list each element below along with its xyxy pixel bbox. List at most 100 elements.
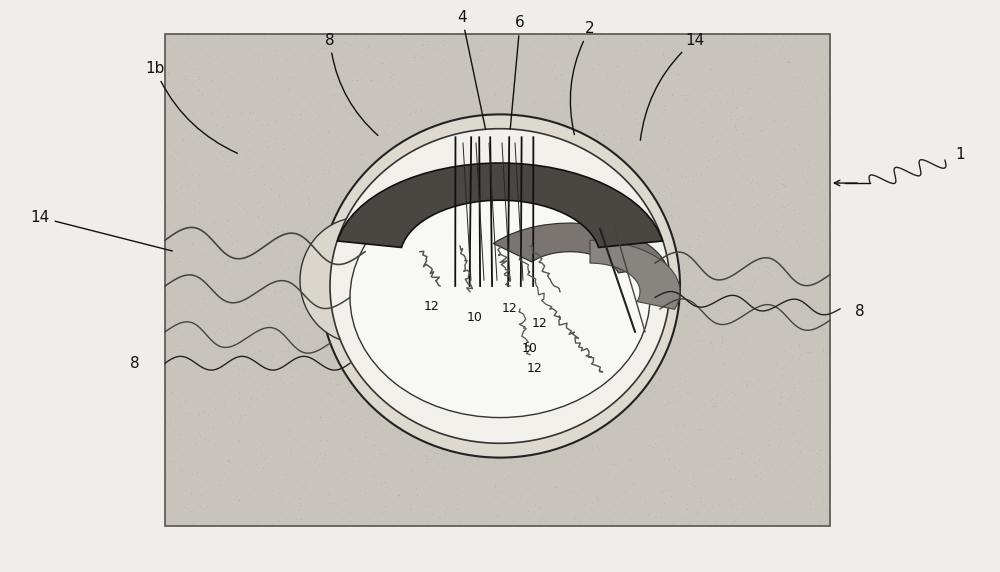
Point [457, 371, 473, 380]
Point [784, 429, 800, 438]
Point [583, 388, 599, 398]
Point [510, 271, 526, 280]
Point [242, 334, 258, 343]
Point [510, 67, 526, 77]
Point [345, 176, 361, 185]
Point [342, 157, 358, 166]
Point [196, 284, 212, 293]
Point [420, 454, 436, 463]
Point [166, 319, 182, 328]
Point [353, 194, 369, 204]
Point [744, 491, 760, 500]
Point [625, 173, 641, 182]
Point [422, 39, 438, 48]
Point [497, 37, 513, 46]
Point [161, 503, 177, 512]
Point [340, 444, 356, 453]
Point [241, 164, 257, 173]
Point [635, 327, 651, 336]
Point [668, 203, 684, 212]
Point [419, 152, 435, 161]
Point [704, 301, 720, 311]
Point [221, 330, 237, 339]
Point [217, 63, 233, 73]
Point [714, 337, 730, 346]
Point [584, 390, 600, 399]
Point [592, 372, 608, 382]
Point [459, 305, 475, 315]
Point [476, 260, 492, 269]
Point [463, 41, 479, 50]
Point [265, 227, 281, 236]
Point [351, 368, 367, 378]
Point [711, 151, 727, 160]
Point [531, 379, 547, 388]
Point [499, 82, 515, 92]
Point [618, 336, 634, 345]
Point [170, 306, 186, 315]
Point [300, 249, 316, 259]
Point [273, 72, 289, 81]
Point [657, 100, 673, 109]
Point [636, 201, 652, 210]
Point [688, 404, 704, 414]
Point [560, 31, 576, 41]
Point [408, 50, 424, 59]
Point [317, 251, 333, 260]
Point [634, 372, 650, 382]
Point [531, 239, 547, 248]
Point [253, 162, 269, 172]
Point [405, 318, 421, 327]
Point [598, 326, 614, 335]
Point [266, 499, 282, 509]
Point [415, 40, 431, 49]
Point [465, 395, 481, 404]
Point [306, 245, 322, 255]
Point [782, 410, 798, 419]
Point [768, 31, 784, 40]
Point [678, 262, 694, 271]
Point [628, 119, 644, 128]
Point [791, 208, 807, 217]
Point [817, 41, 833, 50]
Point [316, 453, 332, 462]
Point [234, 492, 250, 501]
Point [704, 131, 720, 140]
Point [509, 167, 525, 176]
Point [203, 76, 219, 85]
Point [767, 418, 783, 427]
Point [590, 303, 606, 312]
Point [615, 407, 631, 416]
Point [593, 160, 609, 169]
Point [547, 32, 563, 41]
Point [227, 94, 243, 104]
Point [401, 363, 417, 372]
Point [617, 273, 633, 283]
Point [315, 494, 331, 503]
Point [438, 74, 454, 84]
Point [493, 232, 509, 241]
Point [182, 257, 198, 267]
Point [399, 270, 415, 279]
Point [621, 154, 637, 164]
Point [681, 243, 697, 252]
Point [490, 434, 506, 443]
Point [264, 39, 280, 49]
Point [674, 421, 690, 430]
Point [790, 73, 806, 82]
Point [278, 514, 294, 523]
Point [595, 145, 611, 154]
Point [171, 466, 187, 475]
Point [610, 513, 626, 522]
Point [563, 33, 579, 42]
Point [359, 390, 375, 399]
Point [326, 132, 342, 141]
Point [655, 436, 671, 446]
Point [308, 252, 324, 261]
Point [280, 215, 296, 224]
Point [173, 65, 189, 74]
Point [216, 396, 232, 406]
Point [282, 197, 298, 206]
Point [488, 215, 504, 224]
Point [358, 129, 374, 138]
